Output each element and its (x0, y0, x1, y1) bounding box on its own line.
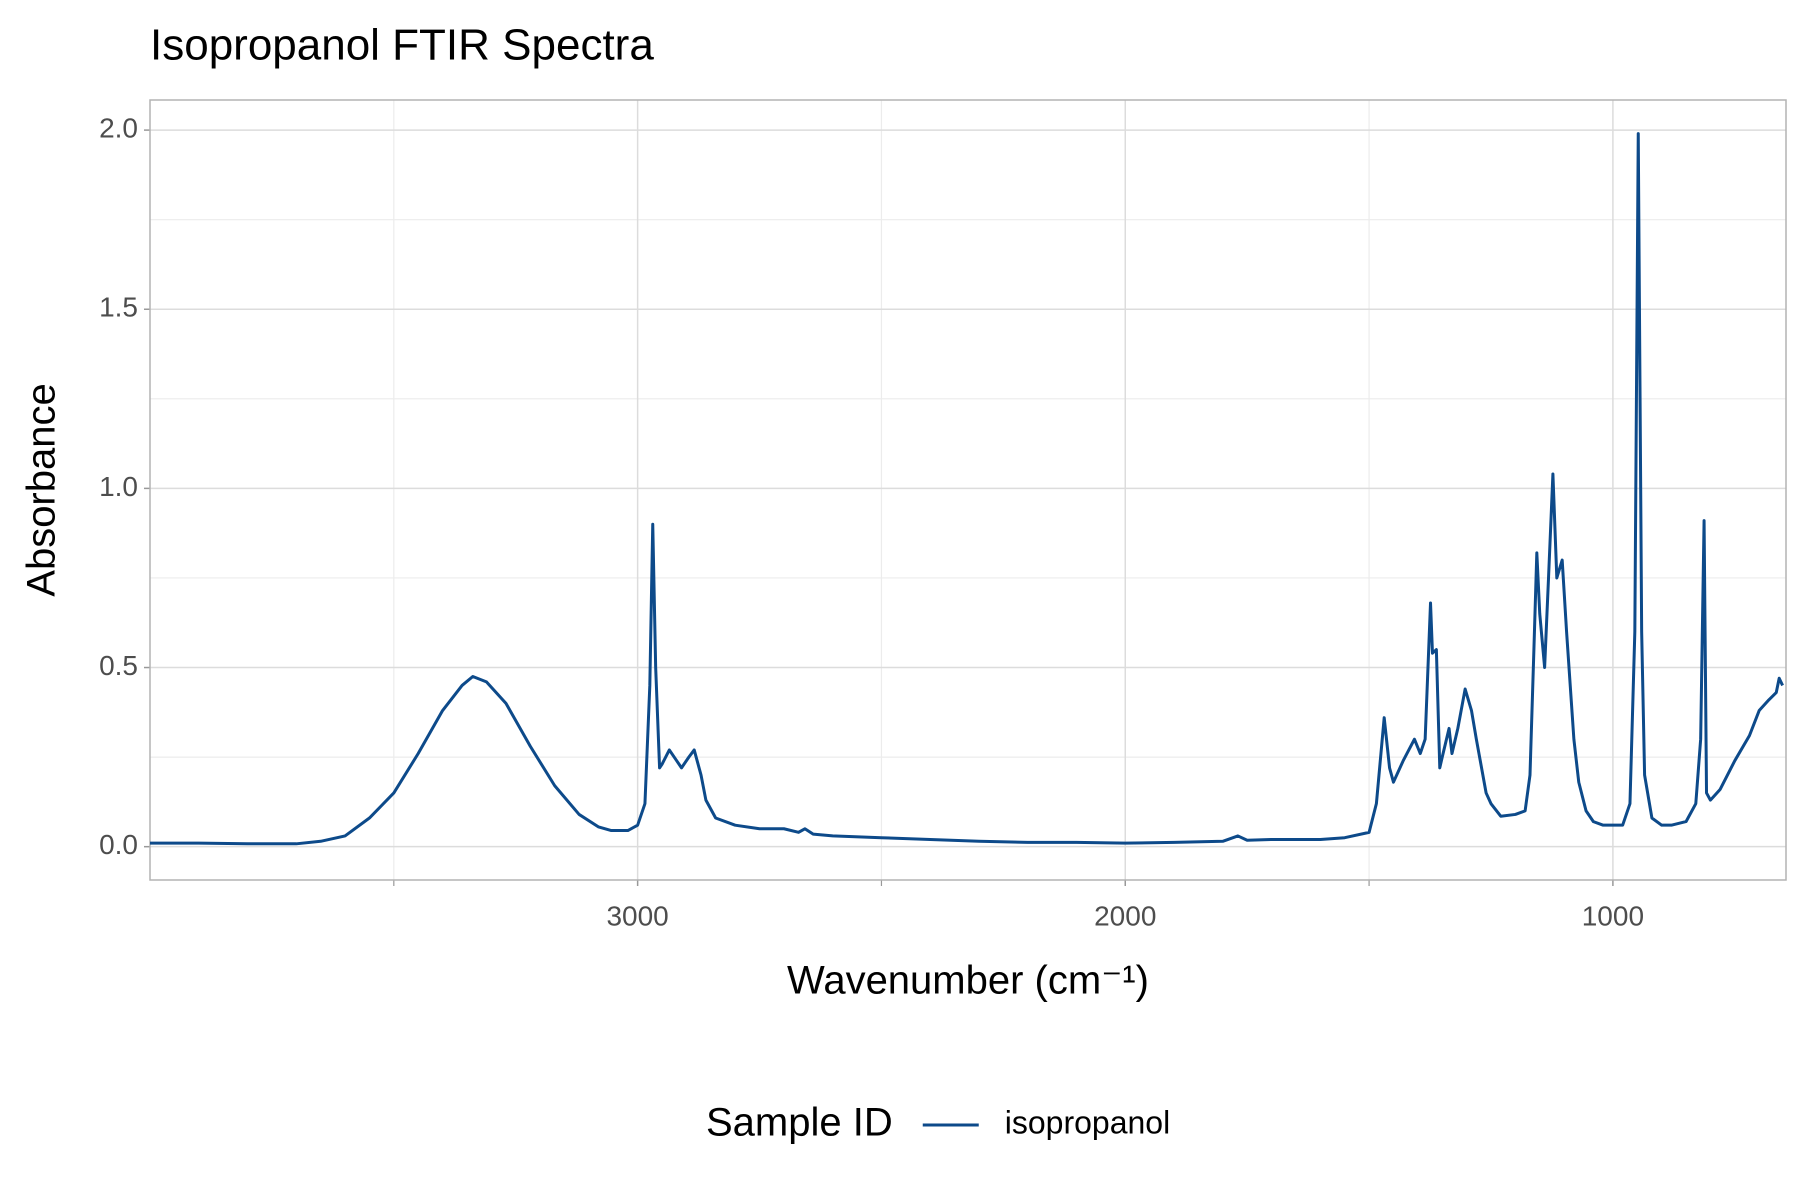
chart-title: Isopropanol FTIR Spectra (150, 21, 654, 70)
y-tick-label: 2.0 (99, 112, 138, 143)
spectrum-line (150, 132, 1784, 846)
y-tick-label: 1.0 (99, 471, 138, 502)
plot-border (149, 99, 1787, 881)
y-axis-title: Absorbance (20, 383, 64, 596)
x-axis-title: Wavenumber (cm⁻¹) (787, 959, 1149, 1003)
x-tick-label: 1000 (1582, 900, 1644, 931)
legend-label: isopropanol (1005, 1104, 1170, 1140)
x-tick-label: 3000 (606, 900, 668, 931)
legend-title: Sample ID (706, 1101, 893, 1145)
x-tick-label: 2000 (1094, 900, 1156, 931)
y-tick-label: 0.0 (99, 829, 138, 860)
y-tick-label: 1.5 (99, 292, 138, 323)
y-tick-label: 0.5 (99, 650, 138, 681)
